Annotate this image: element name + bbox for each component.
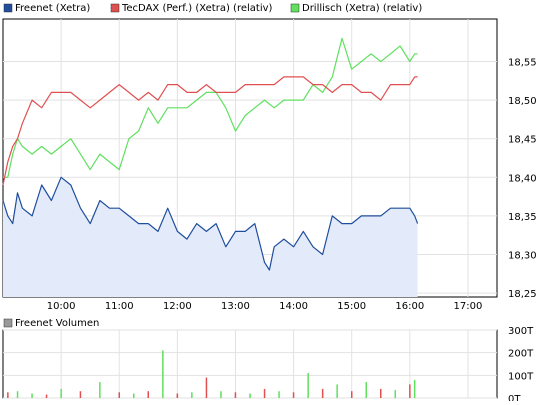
price-x-tick-5: 15:00	[337, 301, 366, 312]
volume-bar-16	[249, 393, 251, 398]
volume-bar-5	[79, 391, 82, 398]
volume-bar-23	[351, 391, 353, 398]
volume-y-tick-3: 300T	[508, 326, 534, 337]
volume-y-tick-0: 0T	[508, 394, 521, 401]
volume-bar-12	[191, 392, 193, 398]
series-line-drillisch	[3, 37, 418, 178]
price-x-tick-labels: 10:00 11:00 12:00 13:00 14:00 15:00 16:00 17:00	[47, 301, 483, 312]
price-y-tick-5: 18,50	[508, 96, 537, 107]
series-line-freenet	[2, 176, 419, 271]
volume-bar-28	[413, 379, 416, 398]
volume-bar-19	[292, 392, 295, 398]
price-y-tick-6: 18,55	[508, 57, 537, 68]
volume-bar-2	[31, 393, 33, 398]
volume-bar-4	[60, 388, 62, 398]
volume-bar-25	[380, 388, 382, 398]
volume-bar-11	[176, 393, 179, 398]
volume-bar-3	[45, 394, 48, 398]
price-panel: 18,25 18,30 18,35 18,40 18,45 18,50 18,55 10:0…	[2, 18, 537, 312]
volume-legend-label: Freenet Volumen	[15, 318, 99, 329]
price-y-tick-labels: 18,25 18,30 18,35 18,40 18,45 18,50 18,55	[508, 57, 537, 300]
price-y-tick-1: 18,30	[508, 251, 537, 262]
volume-bar-6	[99, 382, 101, 398]
volume-bar-24	[365, 382, 367, 398]
price-area-fill	[3, 177, 418, 297]
volume-bar-7	[118, 392, 120, 398]
volume-bar-22	[336, 384, 338, 398]
volume-bar-13	[205, 377, 208, 398]
price-x-tick-3: 13:00	[221, 301, 250, 312]
volume-bar-17	[263, 388, 266, 398]
volume-bar-27	[409, 384, 411, 398]
price-y-tick-3: 18,40	[508, 173, 537, 184]
legend-swatch-tecdax	[110, 3, 120, 13]
price-x-tick-0: 10:00	[47, 301, 76, 312]
legend-label-tecdax: TecDAX (Perf.) (Xetra) (relativ)	[121, 3, 273, 14]
series-line-tecdax	[2, 76, 418, 186]
price-x-tick-2: 12:00	[163, 301, 192, 312]
legend-label-freenet: Freenet (Xetra)	[15, 3, 90, 14]
legend-swatch-drillisch	[290, 3, 300, 13]
price-x-tick-1: 11:00	[105, 301, 134, 312]
volume-bar-21	[321, 388, 324, 398]
volume-y-tick-2: 200T	[508, 349, 534, 360]
price-x-tick-7: 17:00	[454, 301, 483, 312]
price-series-lines	[2, 37, 419, 271]
price-y-tick-2: 18,35	[508, 212, 537, 223]
price-y-tick-0: 18,25	[508, 289, 537, 300]
series-area-freenet	[3, 177, 418, 297]
volume-bar-18	[278, 391, 280, 398]
price-legend: Freenet (Xetra) TecDAX (Perf.) (Xetra) (…	[3, 3, 422, 14]
legend-label-drillisch: Drillisch (Xetra) (relativ)	[302, 3, 422, 14]
legend-item-tecdax: TecDAX (Perf.) (Xetra) (relativ)	[110, 3, 273, 14]
volume-bar-9	[147, 391, 149, 398]
legend-swatch-freenet	[3, 3, 13, 13]
volume-bar-15	[234, 392, 237, 398]
volume-y-tick-1: 100T	[508, 371, 534, 382]
volume-bar-20	[307, 373, 309, 398]
volume-bar-26	[394, 390, 396, 398]
volume-bar-10	[162, 350, 164, 398]
volume-legend-swatch	[3, 318, 13, 328]
volume-panel: 0T 100T 200T 300T	[2, 326, 534, 405]
legend-item-freenet: Freenet (Xetra)	[3, 3, 90, 14]
volume-bar-14	[220, 391, 222, 398]
volume-bars	[7, 350, 416, 398]
price-y-tick-4: 18,45	[508, 135, 537, 146]
volume-bar-8	[133, 393, 135, 398]
volume-bar-1	[16, 391, 19, 398]
price-x-tick-4: 14:00	[279, 301, 308, 312]
volume-plot-frame	[2, 329, 498, 399]
volume-bar-0	[7, 392, 9, 398]
price-x-tick-6: 16:00	[395, 301, 424, 312]
volume-legend: Freenet Volumen	[3, 318, 99, 329]
legend-item-drillisch: Drillisch (Xetra) (relativ)	[290, 3, 422, 14]
volume-y-tick-labels: 0T 100T 200T 300T	[508, 326, 534, 405]
